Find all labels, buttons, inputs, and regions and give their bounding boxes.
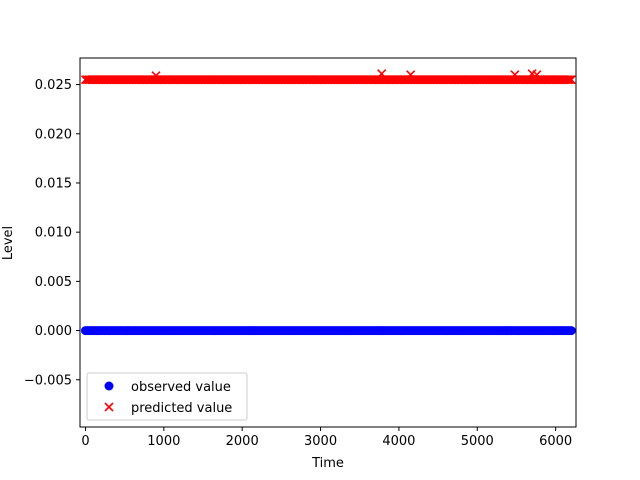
y-tick-label: 0.000 [35,324,72,339]
x-tick-label: 6000 [539,434,572,449]
predicted-point [565,75,575,85]
legend: observed value predicted value [86,372,248,421]
plot-points [80,69,576,336]
x-tick-label: 0 [81,434,89,449]
legend-observed-label: observed value [131,380,231,395]
x-tick-label: 5000 [461,434,494,449]
y-axis-ticks: −0.005 0.000 0.005 0.010 0.015 0.020 0.025 [24,78,80,388]
legend-predicted-label: predicted value [131,401,232,416]
x-axis-ticks: 0 1000 2000 3000 4000 5000 6000 [81,427,572,449]
x-axis-label: Time [311,456,344,471]
y-tick-label: −0.005 [24,373,72,388]
legend-box [86,372,248,421]
y-tick-label: 0.005 [35,275,72,290]
predicted-point [563,75,573,85]
y-tick-label: 0.020 [35,127,72,142]
x-tick-label: 4000 [382,434,415,449]
predicted-point [510,70,520,80]
legend-observed-marker [104,381,114,391]
predicted-point [532,70,542,80]
x-tick-label: 2000 [226,434,259,449]
y-axis-label: Level [1,226,16,260]
x-tick-label: 3000 [304,434,337,449]
y-tick-label: 0.025 [35,78,72,93]
legend-predicted-marker [104,402,114,412]
y-tick-label: 0.015 [35,176,72,191]
predicted-point [151,71,161,81]
plot-frame [79,57,577,428]
predicted-point [377,69,387,79]
predicted-point [566,75,576,85]
predicted-point [406,70,416,80]
y-tick-label: 0.010 [35,226,72,241]
x-tick-label: 1000 [147,434,180,449]
observed-point [566,326,576,336]
